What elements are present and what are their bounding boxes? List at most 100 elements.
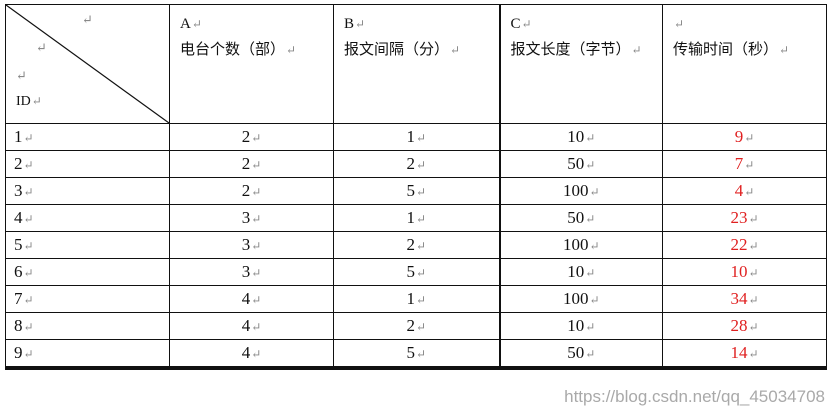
paragraph-mark: ↵ xyxy=(23,346,34,361)
paragraph-mark: ↵ xyxy=(23,238,34,253)
cell-value: 100 xyxy=(562,180,589,200)
paragraph-mark: ↵ xyxy=(748,238,759,253)
table-row: 2↵ 2↵ 2↵ 50↵ 7↵ xyxy=(5,150,827,178)
data-table: ↵ ↵ ↵ ID↵ A↵ 电台个数（部）↵ B↵ 报文间隔（分）↵ C↵ 报文长度（字… xyxy=(5,4,827,370)
paragraph-mark: ↵ xyxy=(585,346,596,361)
paragraph-mark: ↵ xyxy=(415,292,427,307)
paragraph-mark: ↵ xyxy=(589,184,600,199)
cell-value: 2 xyxy=(406,153,415,173)
c-cell: 100↵ xyxy=(498,285,663,313)
id-cell: 9↵ xyxy=(5,339,170,370)
cell-value: 28 xyxy=(730,315,748,335)
time-cell: 9↵ xyxy=(662,123,827,151)
b-cell: 2↵ xyxy=(333,150,500,178)
paragraph-mark: ↵ xyxy=(251,238,262,253)
paragraph-mark: ↵ xyxy=(23,130,34,145)
time-cell: 22↵ xyxy=(662,231,827,259)
time-cell: 10↵ xyxy=(662,258,827,286)
paragraph-mark: ↵ xyxy=(82,12,93,27)
paragraph-mark: ↵ xyxy=(589,238,600,253)
cell-value: 2 xyxy=(14,153,23,173)
paragraph-mark: ↵ xyxy=(251,292,262,307)
cell-value: 5 xyxy=(406,342,415,362)
paragraph-mark: ↵ xyxy=(415,184,427,199)
header-row: ↵ ↵ ↵ ID↵ A↵ 电台个数（部）↵ B↵ 报文间隔（分）↵ C↵ 报文长度（字… xyxy=(5,4,827,124)
time-cell: 4↵ xyxy=(662,177,827,205)
header-time-title: 传输时间（秒） xyxy=(673,42,779,58)
paragraph-mark: ↵ xyxy=(744,130,755,145)
cell-value: 50 xyxy=(567,207,585,227)
cell-value: 4 xyxy=(241,315,251,335)
c-cell: 50↵ xyxy=(498,150,663,178)
paragraph-mark: ↵ xyxy=(23,211,34,226)
paragraph-mark: ↵ xyxy=(415,238,427,253)
paragraph-mark: ↵ xyxy=(415,130,427,145)
table-row: 6↵ 3↵ 5↵ 10↵ 10↵ xyxy=(5,258,827,286)
cell-value: 5 xyxy=(14,234,23,254)
cell-value: 2 xyxy=(241,153,251,173)
paragraph-mark: ↵ xyxy=(748,292,759,307)
cell-value: 1 xyxy=(14,126,23,146)
paragraph-mark: ↵ xyxy=(585,265,596,280)
cell-value: 4 xyxy=(241,288,251,308)
table-row: 5↵ 3↵ 2↵ 100↵ 22↵ xyxy=(5,231,827,259)
time-cell: 23↵ xyxy=(662,204,827,232)
time-cell: 7↵ xyxy=(662,150,827,178)
id-cell: 5↵ xyxy=(5,231,170,259)
b-cell: 2↵ xyxy=(333,312,500,340)
cell-value: 2 xyxy=(241,126,251,146)
c-cell: 10↵ xyxy=(498,123,663,151)
cell-value: 5 xyxy=(406,261,415,281)
paragraph-mark: ↵ xyxy=(251,265,262,280)
cell-value: 3 xyxy=(14,180,23,200)
id-cell: 1↵ xyxy=(5,123,170,151)
c-cell: 100↵ xyxy=(498,177,663,205)
paragraph-mark: ↵ xyxy=(23,319,34,334)
paragraph-mark: ↵ xyxy=(585,211,596,226)
header-b-title: 报文间隔（分） xyxy=(344,42,450,58)
paragraph-mark: ↵ xyxy=(415,157,427,172)
header-time: ↵ 传输时间（秒）↵ xyxy=(662,4,827,124)
cell-value: 1 xyxy=(406,288,415,308)
paragraph-mark: ↵ xyxy=(23,184,34,199)
paragraph-mark: ↵ xyxy=(744,184,755,199)
cell-value: 2 xyxy=(406,234,415,254)
cell-value: 7 xyxy=(734,153,744,173)
a-cell: 3↵ xyxy=(169,231,334,259)
c-cell: 100↵ xyxy=(498,231,663,259)
id-cell: 8↵ xyxy=(5,312,170,340)
id-cell: 4↵ xyxy=(5,204,170,232)
cell-value: 22 xyxy=(730,234,748,254)
a-cell: 4↵ xyxy=(169,285,334,313)
table-row: 7↵ 4↵ 1↵ 100↵ 34↵ xyxy=(5,285,827,313)
cell-value: 1 xyxy=(406,207,415,227)
paragraph-mark: ↵ xyxy=(23,265,34,280)
c-cell: 50↵ xyxy=(498,339,663,370)
watermark: https://blog.csdn.net/qq_45034708 xyxy=(564,387,825,406)
header-c: C↵ 报文长度（字节）↵ xyxy=(498,4,663,124)
paragraph-mark: ↵ xyxy=(585,130,596,145)
cell-value: 7 xyxy=(14,288,23,308)
cell-value: 9 xyxy=(14,342,23,362)
time-cell: 28↵ xyxy=(662,312,827,340)
corner-label: ID xyxy=(16,94,31,109)
paragraph-mark: ↵ xyxy=(748,265,759,280)
a-cell: 2↵ xyxy=(169,177,334,205)
a-cell: 4↵ xyxy=(169,339,334,370)
table-row: 9↵ 4↵ 5↵ 50↵ 14↵ xyxy=(5,339,827,370)
cell-value: 100 xyxy=(562,234,589,254)
table-row: 8↵ 4↵ 2↵ 10↵ 28↵ xyxy=(5,312,827,340)
cell-value: 10 xyxy=(567,126,585,146)
paragraph-mark: ↵ xyxy=(415,265,427,280)
header-c-title: 报文长度（字节） xyxy=(510,42,631,58)
b-cell: 1↵ xyxy=(333,204,500,232)
header-a: A↵ 电台个数（部）↵ xyxy=(169,4,334,124)
cell-value: 9 xyxy=(734,126,744,146)
id-cell: 3↵ xyxy=(5,177,170,205)
paragraph-mark: ↵ xyxy=(251,130,262,145)
time-cell: 34↵ xyxy=(662,285,827,313)
a-cell: 2↵ xyxy=(169,150,334,178)
paragraph-mark: ↵ xyxy=(251,346,262,361)
b-cell: 1↵ xyxy=(333,285,500,313)
a-cell: 4↵ xyxy=(169,312,334,340)
